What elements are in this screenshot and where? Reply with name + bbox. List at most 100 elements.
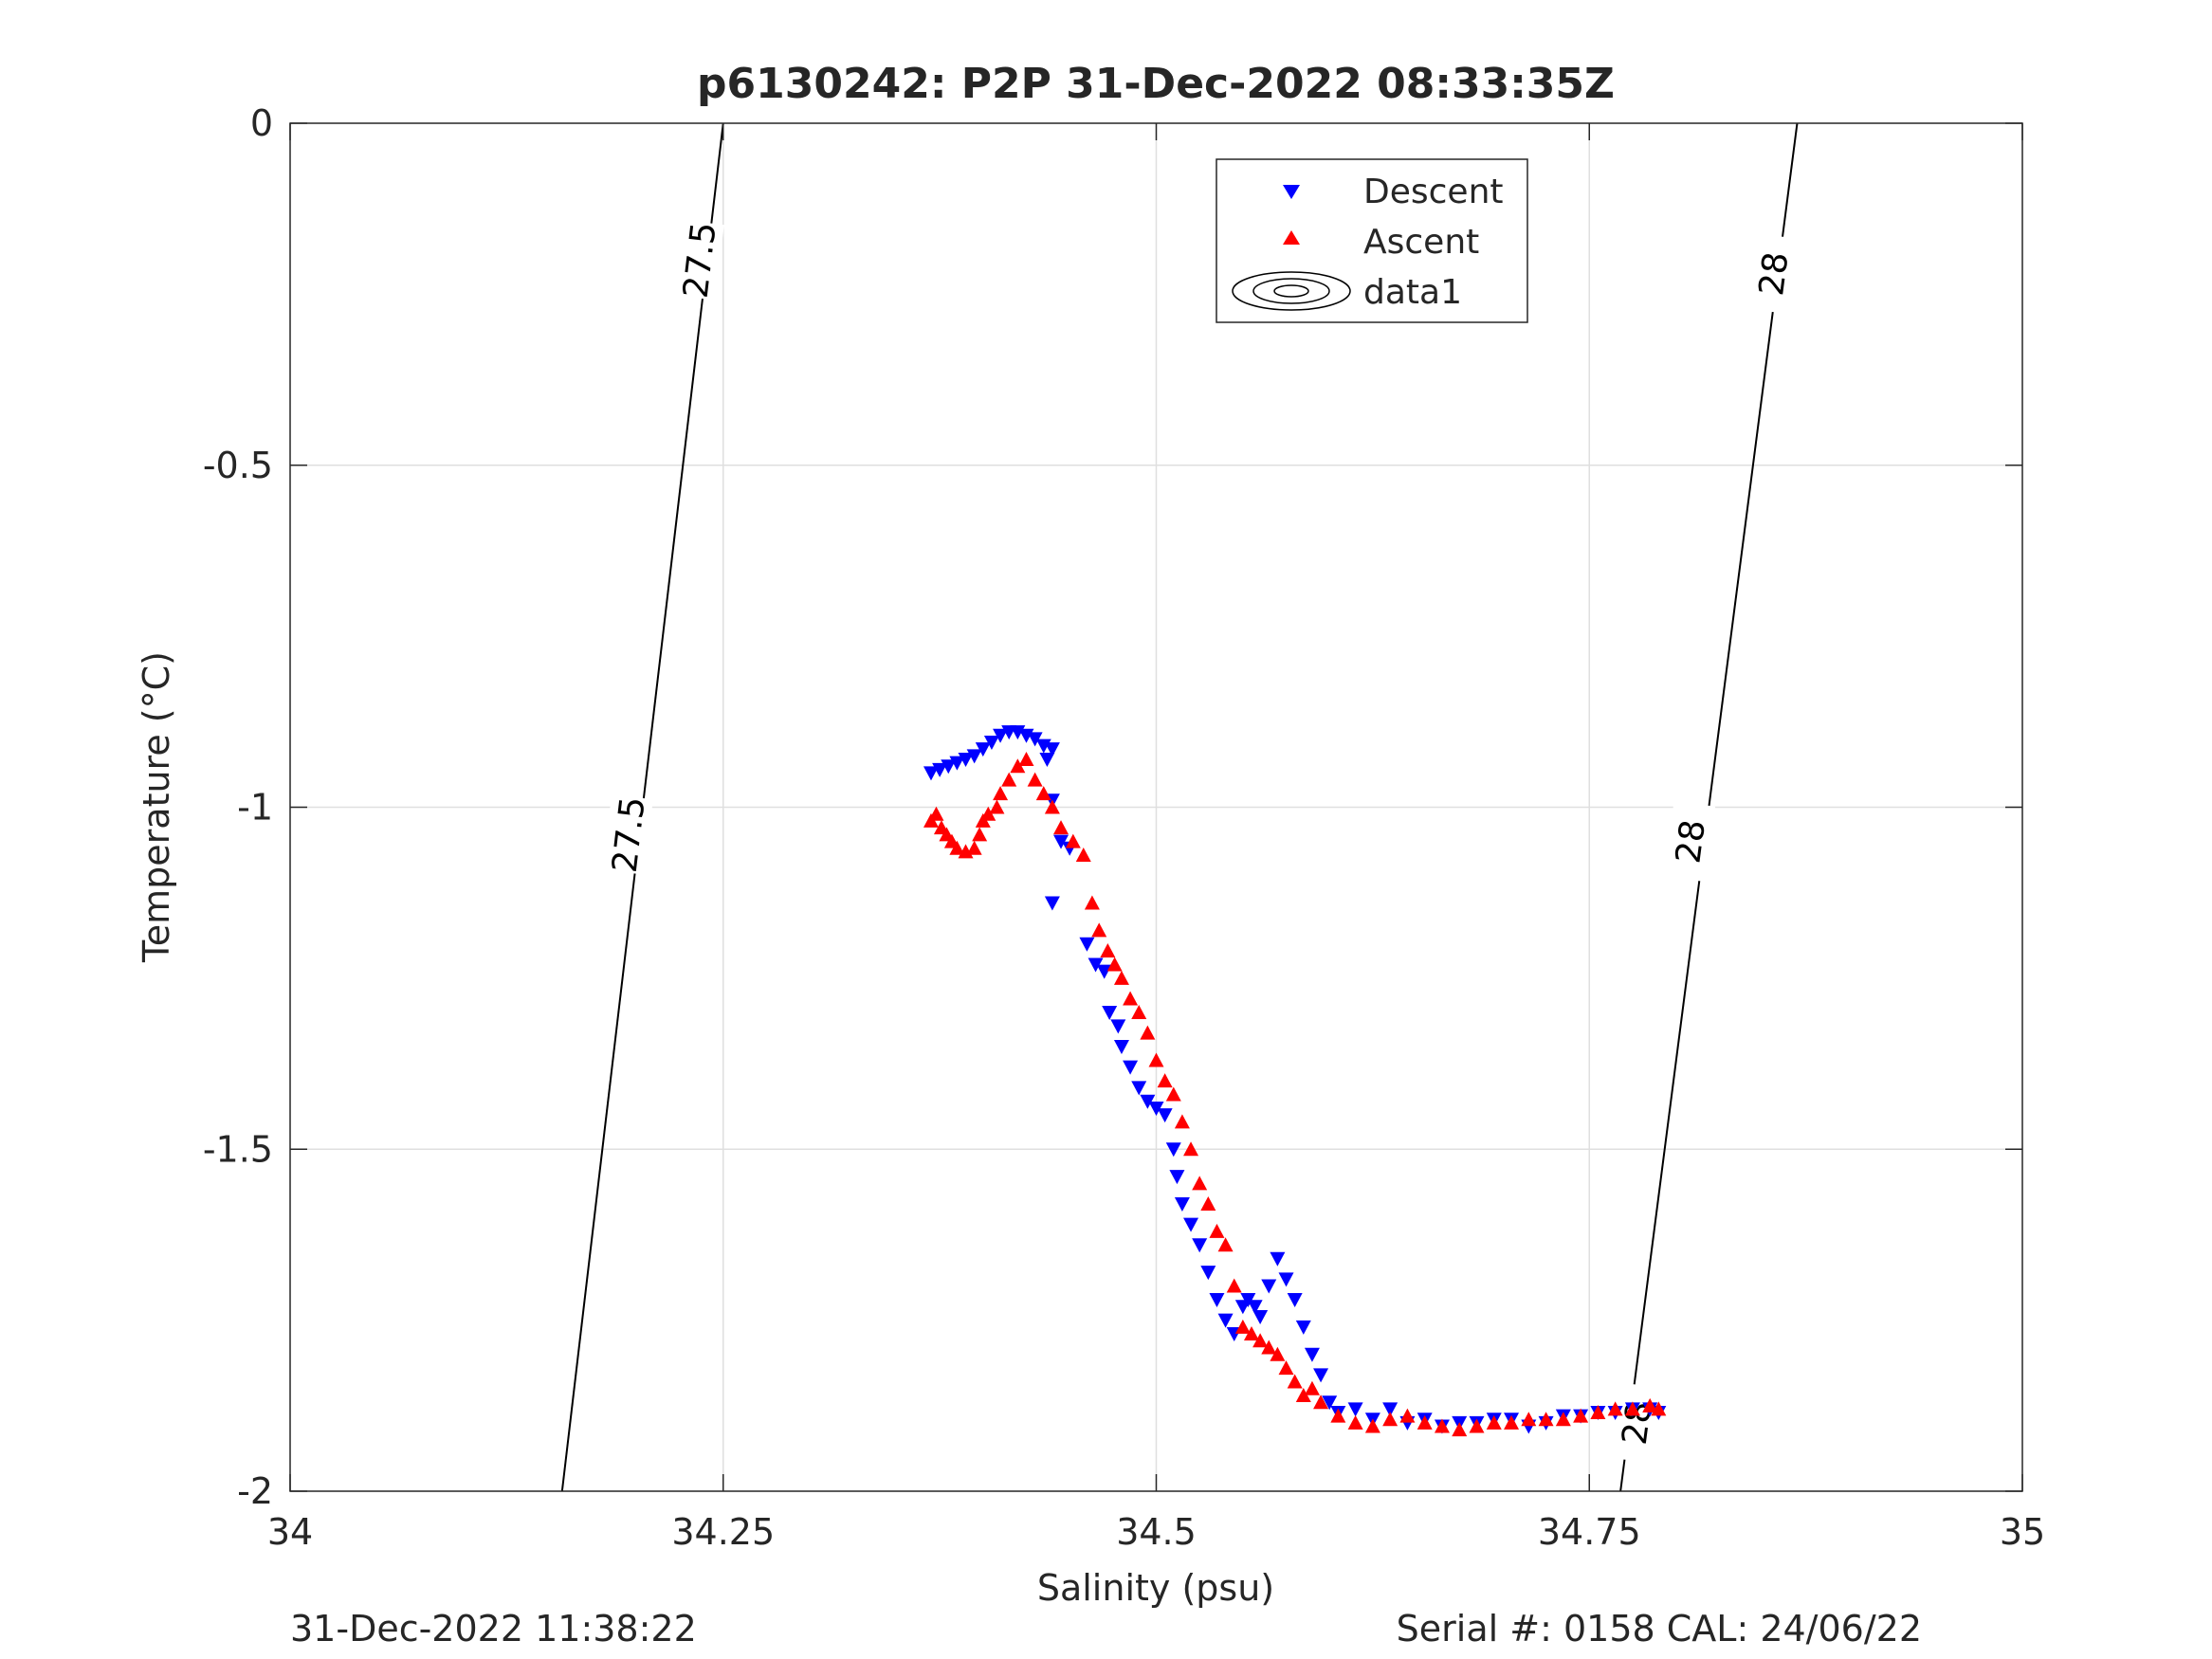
- ascent-point: [1555, 1412, 1571, 1427]
- footer-timestamp: 31-Dec-2022 11:38:22: [290, 1608, 697, 1650]
- ascent-point: [1123, 991, 1139, 1006]
- descent-point: [941, 759, 957, 775]
- ascent-point: [1174, 1114, 1190, 1129]
- legend-descent-label: Descent: [1363, 173, 1504, 211]
- descent-point: [1110, 1019, 1126, 1034]
- descent-point: [993, 728, 1009, 743]
- ascent-point: [1001, 772, 1017, 787]
- contour-label: 27.5: [677, 220, 724, 300]
- ascent-point: [949, 840, 965, 855]
- ascent-point: [1044, 799, 1060, 814]
- ascent-point: [1469, 1418, 1485, 1433]
- ascent-point: [1486, 1414, 1502, 1430]
- descent-point: [1157, 1108, 1173, 1123]
- legend-ascent-marker: [1283, 230, 1300, 245]
- x-tick-label: 34: [267, 1511, 313, 1553]
- ascent-point: [1504, 1414, 1520, 1430]
- grid: [290, 123, 2022, 1491]
- ascent-point: [1027, 772, 1043, 787]
- descent-point: [1053, 834, 1069, 849]
- ascent-point: [928, 806, 944, 821]
- descent-series: [923, 725, 1667, 1434]
- ascent-point: [1243, 1326, 1259, 1341]
- contour-label-gap: [1664, 801, 1716, 883]
- ascent-point: [993, 786, 1009, 801]
- descent-point: [1295, 1320, 1311, 1335]
- ascent-point: [1200, 1195, 1216, 1211]
- ascent-point: [1035, 786, 1051, 801]
- ascent-point: [1607, 1401, 1623, 1416]
- descent-point: [1027, 732, 1043, 747]
- descent-point: [958, 752, 974, 767]
- footer-serial-cal: Serial #: 0158 CAL: 24/06/22: [1397, 1608, 1922, 1650]
- x-tick-label: 34.75: [1538, 1511, 1641, 1553]
- x-tick-label: 34.25: [671, 1511, 775, 1553]
- ascent-point: [1157, 1073, 1173, 1088]
- ascent-point: [1113, 970, 1129, 985]
- y-axis-label: Temperature (°C): [136, 651, 177, 963]
- descent-point: [1209, 1292, 1225, 1307]
- ascent-point: [1590, 1405, 1606, 1420]
- descent-point: [1278, 1272, 1294, 1287]
- ascent-point: [1364, 1418, 1380, 1433]
- descent-point: [1322, 1395, 1338, 1411]
- y-tick-label: -2: [237, 1470, 273, 1512]
- ascent-point: [980, 806, 996, 821]
- descent-point: [932, 762, 948, 777]
- ascent-series: [923, 751, 1667, 1437]
- ascent-point: [1651, 1401, 1667, 1416]
- x-axis-label: Salinity (psu): [1037, 1567, 1274, 1609]
- descent-point: [1140, 1094, 1156, 1109]
- ascent-point: [1399, 1408, 1416, 1423]
- contour-label: 28: [1752, 250, 1797, 299]
- ascent-point: [1010, 758, 1026, 774]
- ascent-point: [1091, 922, 1107, 938]
- ascent-point: [1065, 833, 1081, 848]
- legend-box: [1216, 158, 1528, 323]
- ascent-point: [1217, 1237, 1234, 1252]
- legend: Descent Ascent data1: [1216, 158, 1528, 323]
- descent-point: [1270, 1251, 1286, 1267]
- descent-point: [1287, 1292, 1303, 1307]
- y-axis-ticks: 0 -0.5 -1 -1.5 -2: [203, 102, 2022, 1512]
- contour-label-gap: [1746, 233, 1799, 315]
- y-tick-label: -1.5: [203, 1128, 273, 1170]
- descent-point: [1347, 1402, 1363, 1417]
- ascent-point: [1624, 1401, 1640, 1416]
- ascent-point: [1053, 820, 1069, 835]
- ascent-point: [1252, 1333, 1269, 1348]
- ascent-point: [1347, 1414, 1363, 1430]
- legend-contour-marker: [1232, 271, 1351, 311]
- descent-point: [1192, 1238, 1208, 1253]
- contour-label: 28: [1669, 817, 1713, 866]
- contour-label-gap: [673, 220, 724, 301]
- descent-point: [1169, 1170, 1185, 1185]
- ascent-point: [1452, 1422, 1468, 1437]
- ascent-point: [1270, 1346, 1286, 1361]
- y-tick-label: -1: [237, 787, 273, 829]
- descent-point: [1096, 964, 1112, 979]
- descent-point: [1131, 1081, 1147, 1096]
- descent-point: [1313, 1368, 1329, 1383]
- ascent-point: [1209, 1223, 1225, 1238]
- ascent-point: [1382, 1412, 1398, 1427]
- y-tick-label: -0.5: [203, 445, 273, 486]
- y-tick-label: 0: [250, 102, 273, 144]
- ascent-point: [1183, 1141, 1199, 1157]
- legend-descent-marker: [1283, 185, 1300, 199]
- ascent-point: [1018, 751, 1034, 766]
- contour-label: 27.5: [606, 794, 653, 874]
- ascent-point: [1131, 1004, 1147, 1019]
- ascent-point: [1521, 1412, 1537, 1427]
- ascent-point: [972, 827, 988, 842]
- descent-point: [983, 735, 999, 750]
- descent-point: [1044, 896, 1060, 911]
- descent-point: [1382, 1402, 1398, 1417]
- ascent-point: [1084, 895, 1100, 910]
- descent-point: [1123, 1060, 1139, 1075]
- ascent-point: [1313, 1395, 1329, 1410]
- descent-point: [1217, 1313, 1234, 1328]
- descent-point: [1039, 752, 1055, 767]
